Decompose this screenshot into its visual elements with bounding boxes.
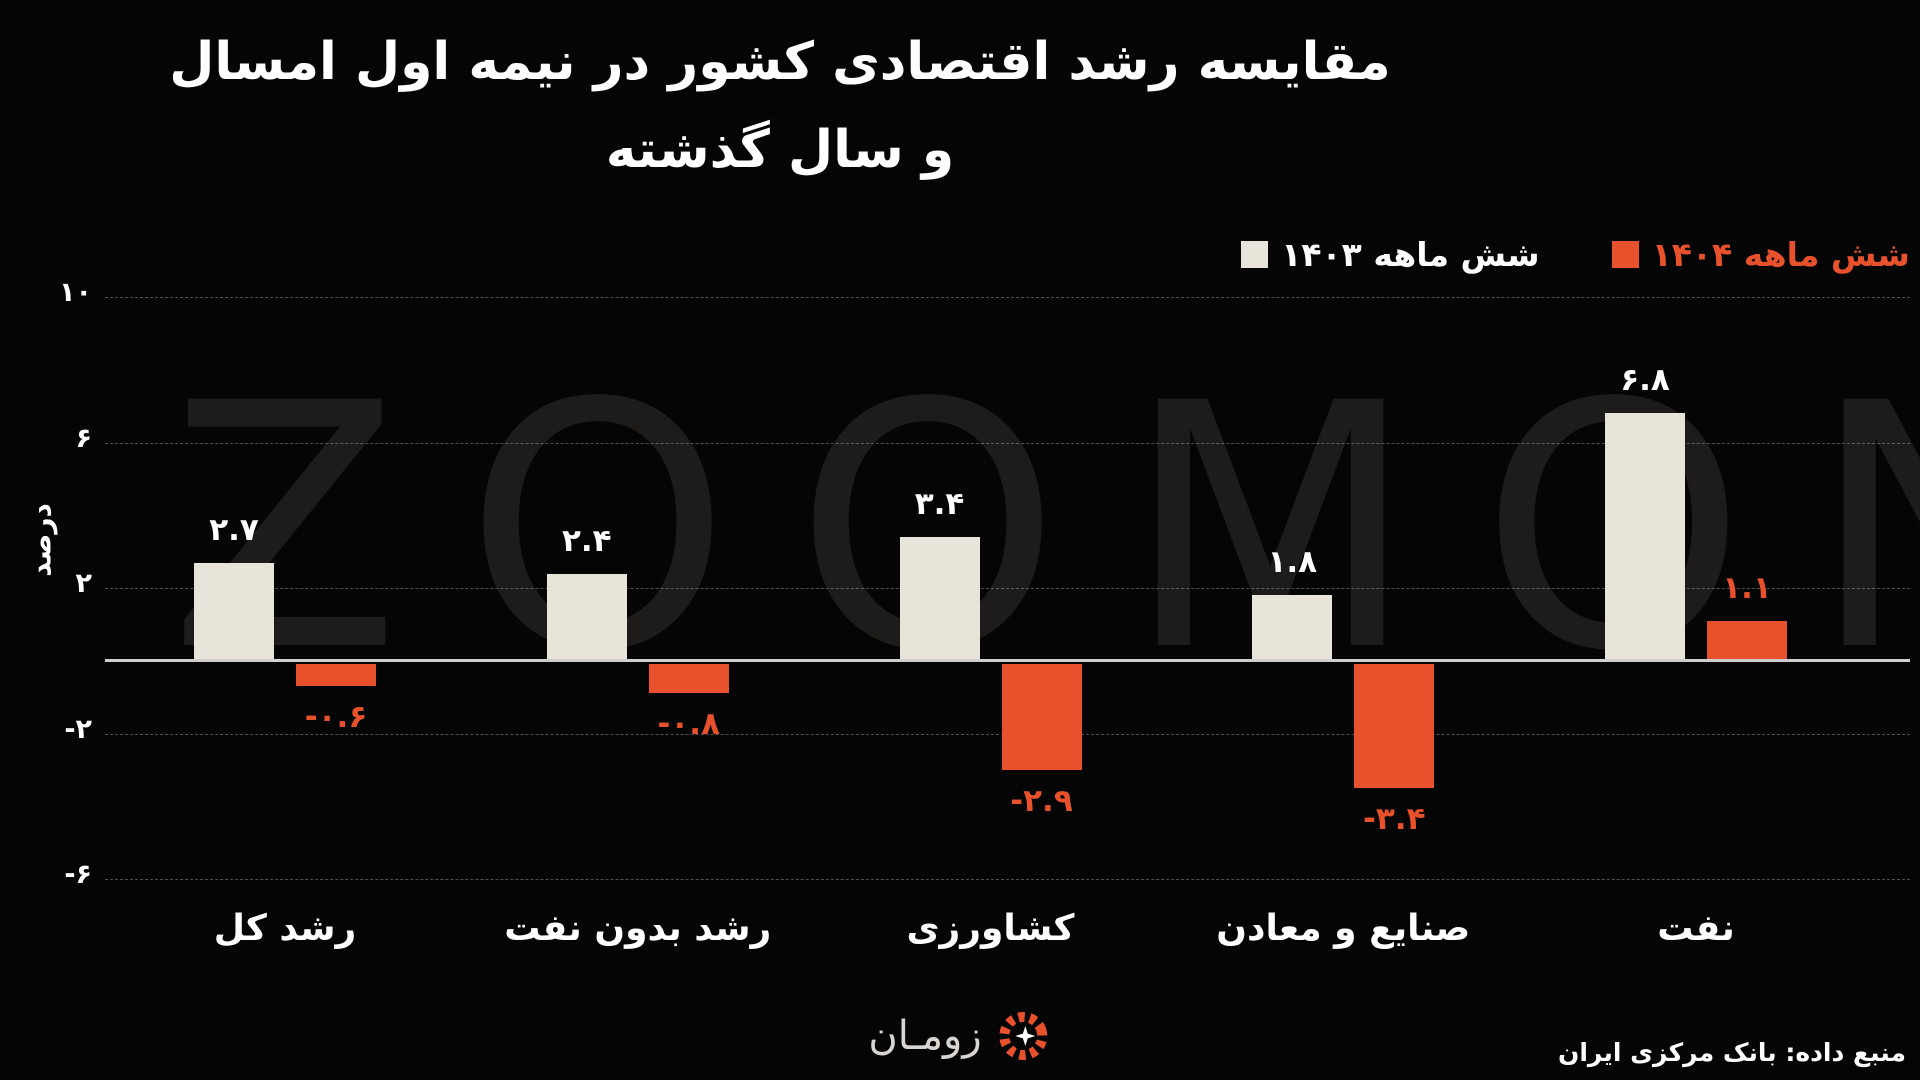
value-label-1404-cat0: -۰.۶ — [304, 698, 368, 735]
gridline--6 — [105, 879, 1910, 881]
value-label-1404-cat3: -۳.۴ — [1363, 800, 1426, 837]
y-axis-label: درصد — [24, 503, 58, 577]
gridline-10 — [105, 297, 1910, 298]
brand-wordmark: زومـان — [868, 1013, 982, 1059]
value-label-1404-cat2: -۲.۹ — [1010, 782, 1073, 819]
brand-footer: زومـان — [868, 1008, 1051, 1064]
category-label-cat3: صنایع و معادن — [1216, 908, 1471, 949]
category-label-cat0: رشد کل — [213, 908, 357, 949]
y-tick-label-10: ۱۰ — [59, 277, 92, 308]
value-label-1403-cat2: ۳.۴ — [914, 486, 965, 523]
legend-swatch-1403 — [1241, 241, 1269, 268]
bar-1404-cat4 — [1707, 620, 1787, 661]
value-label-1403-cat0: ۲.۷ — [209, 511, 259, 548]
chart-title: مقایسه رشد اقتصادی کشور در نیمه اول امسا… — [0, 18, 1560, 194]
y-tick-label--2: -۲ — [64, 713, 92, 745]
legend-item-1404: شش ماهه ۱۴۰۴ — [1611, 235, 1910, 274]
value-label-1403-cat1: ۲.۴ — [561, 522, 612, 559]
category-label-cat4: نفت — [1657, 908, 1735, 949]
bar-1403-cat2 — [899, 537, 980, 661]
y-tick-label--6: -۶ — [64, 859, 92, 891]
x-axis-baseline — [105, 659, 1910, 662]
bar-1404-cat0 — [296, 664, 376, 686]
legend: شش ماهه ۱۴۰۳ شش ماهه ۱۴۰۴ — [1241, 238, 1910, 271]
bar-1403-cat4 — [1605, 413, 1685, 661]
bar-1404-cat3 — [1354, 664, 1435, 788]
zooman-logo-icon — [999, 1012, 1048, 1060]
y-tick-label-2: ۲ — [75, 568, 92, 600]
legend-item-1403: شش ماهه ۱۴۰۳ — [1241, 235, 1540, 274]
bar-1404-cat1 — [648, 664, 729, 694]
value-label-1403-cat4: ۶.۸ — [1620, 362, 1670, 399]
category-label-cat1: رشد بدون نفت — [504, 908, 772, 949]
legend-swatch-1404 — [1611, 241, 1639, 268]
category-label-cat2: کشاورزی — [906, 908, 1075, 949]
legend-label-1403: شش ماهه ۱۴۰۳ — [1281, 235, 1540, 274]
chart-title-line2: و سال گذشته — [605, 120, 955, 180]
gridline-6 — [105, 442, 1910, 444]
gridline-2 — [105, 588, 1910, 590]
sparkle-icon — [1015, 1026, 1036, 1046]
value-label-1404-cat1: -۰.۸ — [657, 706, 720, 743]
legend-label-1404: شش ماهه ۱۴۰۴ — [1651, 235, 1910, 274]
chart-title-line1: مقایسه رشد اقتصادی کشور در نیمه اول امسا… — [169, 32, 1391, 92]
bar-1403-cat1 — [546, 573, 627, 661]
value-label-1403-cat3: ۱.۸ — [1267, 544, 1318, 581]
y-tick-label-6: ۶ — [75, 422, 92, 454]
bar-1403-cat0 — [194, 562, 274, 661]
bar-1404-cat2 — [1001, 664, 1082, 770]
bar-1403-cat3 — [1252, 595, 1333, 661]
value-label-1404-cat4: ۱.۱ — [1722, 569, 1772, 606]
data-source: منبع داده: بانک مرکزی ایران — [1558, 1038, 1906, 1067]
